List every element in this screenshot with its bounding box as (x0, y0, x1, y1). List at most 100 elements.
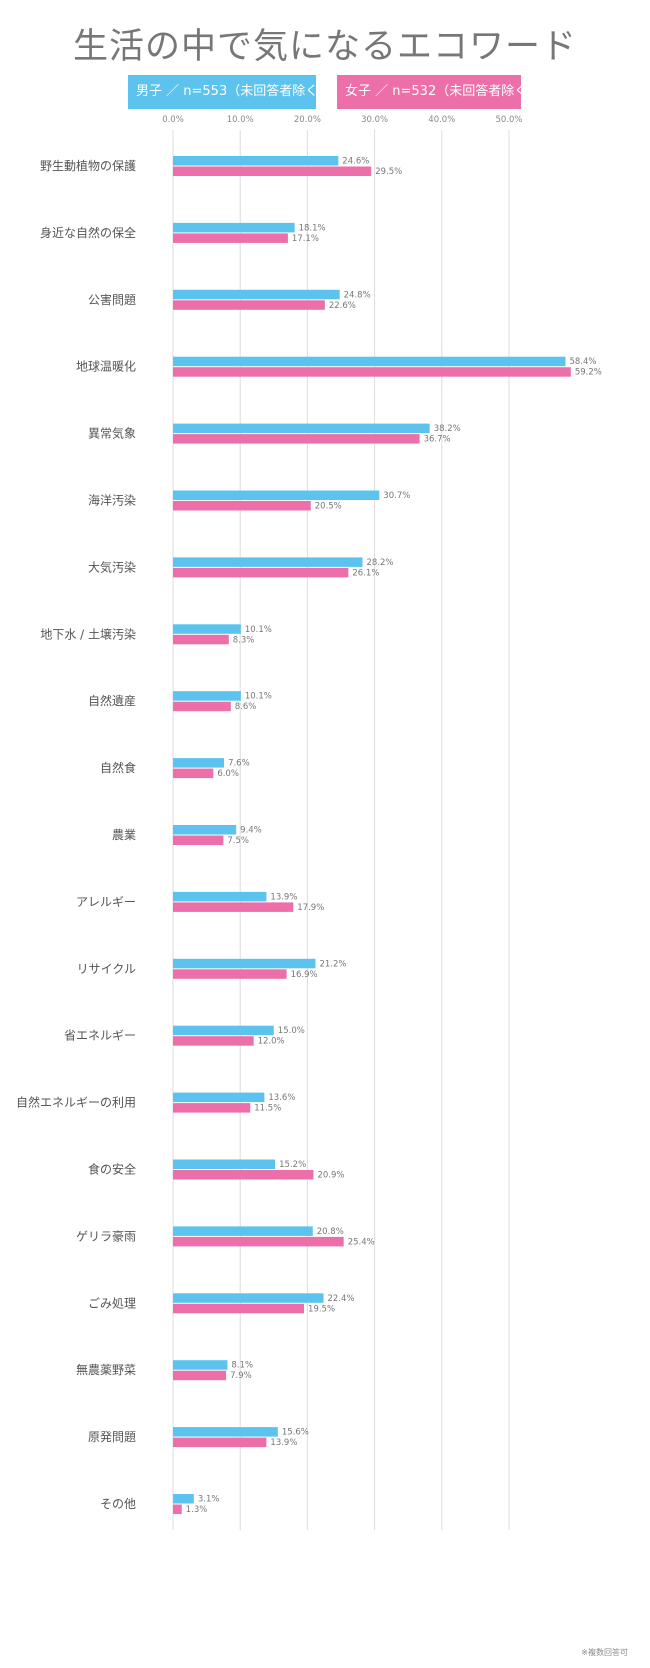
category-label: 農業 (112, 828, 136, 842)
value-label-female: 29.5% (375, 167, 402, 177)
legend-male: 男子 ／ n=553（未回答者除く） (128, 75, 316, 109)
bar-female (173, 1437, 267, 1448)
bar-male (173, 624, 241, 634)
category-label: 大気汚染 (88, 559, 136, 574)
bar-male (173, 1226, 313, 1236)
bar-female (173, 1170, 314, 1180)
category-label: 地球温暖化 (76, 360, 136, 374)
value-label-male: 10.1% (245, 625, 272, 635)
bar-male (173, 156, 339, 166)
bar-male (173, 557, 363, 567)
bar-male (173, 1360, 228, 1370)
category-label: 原発問題 (88, 1430, 136, 1444)
value-label-male: 15.0% (278, 1026, 305, 1036)
value-label-male: 15.6% (282, 1428, 309, 1438)
category-label: アレルギー (76, 895, 136, 909)
category-label: 公害問題 (88, 292, 136, 307)
bar-female (173, 166, 372, 176)
bar-female (173, 634, 229, 645)
bar-female (173, 835, 224, 845)
value-label-male: 38.2% (434, 424, 461, 434)
bar-female (173, 969, 287, 979)
value-label-female: 59.2% (575, 368, 602, 378)
bar-female (173, 434, 420, 444)
value-label-male: 7.6% (228, 759, 250, 769)
value-label-female: 17.1% (292, 234, 319, 244)
category-label: 海洋汚染 (88, 493, 136, 508)
bar-female (173, 1036, 254, 1046)
bar-male (173, 691, 241, 701)
category-label: 地下水 / 土壌汚染 (40, 626, 136, 641)
value-label-female: 12.0% (258, 1037, 285, 1047)
x-tick-label: 30.0% (361, 115, 388, 125)
value-label-male: 3.1% (198, 1495, 220, 1505)
value-label-male: 24.6% (342, 157, 369, 167)
value-label-female: 7.5% (227, 836, 249, 846)
bar-female (173, 1303, 305, 1314)
value-label-female: 19.5% (308, 1304, 335, 1314)
bar-male (173, 1092, 265, 1103)
category-label: 食の安全 (88, 1162, 136, 1177)
value-label-female: 20.5% (315, 502, 342, 512)
bar-female (173, 701, 231, 712)
footnote: ※複数回答可 (581, 1648, 628, 1657)
category-label: 自然食 (100, 760, 136, 775)
category-labels: 野生動植物の保護身近な自然の保全公害問題地球温暖化異常気象海洋汚染大気汚染地下水… (16, 158, 136, 1511)
value-label-female: 25.4% (348, 1237, 375, 1247)
value-label-female: 22.6% (329, 301, 356, 311)
bar-male (173, 758, 225, 768)
value-label-male: 20.8% (317, 1227, 344, 1237)
bar-female (173, 501, 311, 511)
chart-title: 生活の中で気になるエコワード (72, 27, 577, 67)
bar-male (173, 891, 267, 902)
bar-female (173, 1103, 251, 1113)
bar-female (173, 902, 294, 912)
value-label-male: 8.1% (231, 1361, 253, 1371)
bar-female (173, 1236, 344, 1247)
x-axis-ticks: 0.0% 10.0% 20.0% 30.0% 40.0% 50.0% (162, 115, 522, 125)
bars (173, 156, 571, 1514)
bar-female (173, 1504, 182, 1514)
value-label-male: 30.7% (383, 491, 410, 501)
category-label: その他 (100, 1497, 136, 1511)
value-labels: 24.6% 29.5% 18.1%17.1% 24.8%22.6% 58.4%59.2%… (186, 157, 602, 1516)
value-label-male: 13.6% (268, 1093, 295, 1103)
bar-male (173, 1494, 194, 1504)
value-label-female: 8.6% (235, 702, 257, 712)
x-tick-label: 50.0% (495, 115, 522, 125)
category-label: 自然遺産 (88, 693, 136, 708)
value-label-male: 22.4% (328, 1294, 355, 1304)
value-label-male: 9.4% (240, 826, 262, 836)
value-label-male: 21.2% (319, 959, 346, 969)
value-label-female: 20.9% (317, 1171, 344, 1181)
x-tick-label: 10.0% (227, 115, 254, 125)
value-label-male: 24.8% (344, 290, 371, 300)
value-label-female: 8.3% (233, 635, 255, 645)
category-label: ごみ処理 (88, 1295, 136, 1310)
value-label-female: 13.9% (270, 1438, 297, 1448)
value-label-male: 58.4% (569, 357, 596, 367)
bar-female (173, 1370, 227, 1381)
bar-female (173, 367, 571, 377)
bar-male (173, 1159, 276, 1169)
bar-female (173, 567, 349, 578)
x-tick-label: 20.0% (294, 115, 321, 125)
bar-male (173, 958, 316, 969)
category-label: 省エネルギー (64, 1029, 136, 1043)
legend-female: 女子 ／ n=532（未回答者除く） (337, 75, 521, 109)
value-label-female: 6.0% (217, 769, 239, 779)
category-label: ゲリラ豪雨 (76, 1228, 136, 1243)
value-label-female: 16.9% (291, 970, 318, 980)
bar-male (173, 1025, 274, 1036)
value-label-male: 13.9% (270, 892, 297, 902)
value-label-male: 18.1% (299, 223, 326, 233)
category-label: 身近な自然の保全 (40, 225, 136, 240)
bar-male (173, 356, 566, 367)
value-label-female: 36.7% (424, 435, 451, 445)
value-label-female: 1.3% (186, 1505, 208, 1515)
value-label-male: 15.2% (279, 1160, 306, 1170)
x-tick-label: 40.0% (428, 115, 455, 125)
category-label: 野生動植物の保護 (40, 158, 136, 173)
chart-legend: 男子 ／ n=553（未回答者除く） 女子 ／ n=532（未回答者除く） (0, 75, 650, 109)
bar-male (173, 222, 295, 233)
